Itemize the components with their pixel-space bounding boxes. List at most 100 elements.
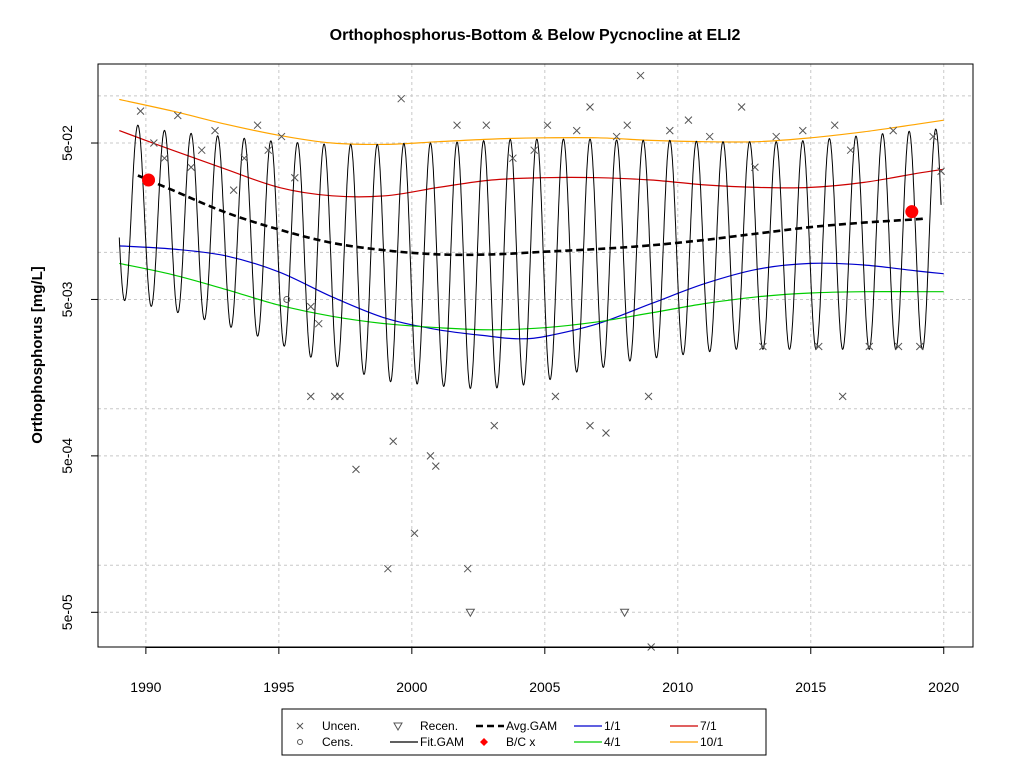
cross-stroke xyxy=(865,342,874,351)
legend-item-b-c-x: B/C x xyxy=(480,735,535,749)
series-layer xyxy=(118,98,944,390)
legend-item-avg-gam: Avg.GAM xyxy=(476,719,557,733)
cross-stroke xyxy=(586,103,594,111)
legend-label: 7/1 xyxy=(700,719,717,733)
legend-label: 4/1 xyxy=(604,735,621,749)
cross-stroke xyxy=(846,146,855,155)
censored-point xyxy=(283,295,291,303)
cross-stroke xyxy=(623,121,632,130)
uncensored-point xyxy=(937,167,945,176)
uncensored-point xyxy=(187,163,195,172)
cross-stroke xyxy=(160,154,169,163)
uncensored-point xyxy=(915,342,924,351)
uncensored-point xyxy=(509,154,517,163)
legend-label: 1/1 xyxy=(604,719,621,733)
uncensored-point xyxy=(290,173,299,182)
uncensored-point xyxy=(636,71,645,80)
series-line-fit-gam xyxy=(118,124,942,390)
cross-stroke xyxy=(586,421,594,430)
series-line-4-1 xyxy=(119,262,944,331)
cross-stroke xyxy=(772,132,781,141)
legend-item-1-1: 1/1 xyxy=(574,719,621,733)
x-axis: 1990 1995 2000 2005 2010 2015 2020 xyxy=(130,647,960,695)
cross-stroke xyxy=(290,173,299,182)
uncensored-point xyxy=(737,103,746,111)
uncensored-point xyxy=(865,342,874,351)
cross-stroke xyxy=(684,116,693,125)
uncensored-point xyxy=(586,103,594,111)
cross-stroke xyxy=(644,392,653,401)
cross-stroke xyxy=(197,146,206,155)
uncensored-point xyxy=(384,564,392,573)
uncensored-point xyxy=(530,146,539,155)
uncensored-point xyxy=(149,139,158,147)
cross-stroke xyxy=(602,429,610,437)
uncensored-point xyxy=(314,319,323,328)
cross-stroke xyxy=(889,126,898,135)
uncensored-point xyxy=(543,121,552,130)
cross-stroke xyxy=(173,111,182,120)
cross-stroke xyxy=(490,421,499,430)
cross-stroke xyxy=(240,154,249,163)
uncensored-point xyxy=(389,437,398,446)
cross-stroke xyxy=(336,392,344,401)
uncensored-point xyxy=(830,121,839,130)
uncensored-point xyxy=(644,392,653,401)
grid-lines xyxy=(98,64,973,647)
chart-title: Orthophosphorus-Bottom & Below Pycnoclin… xyxy=(330,27,741,44)
uncensored-point xyxy=(197,146,206,155)
cross-stroke xyxy=(915,342,924,351)
cross-stroke xyxy=(277,132,286,141)
uncensored-point xyxy=(410,529,419,538)
legend-cross-icon xyxy=(296,722,304,730)
cross-stroke xyxy=(352,465,360,474)
uncensored-point xyxy=(352,465,360,474)
cross-stroke xyxy=(798,126,807,135)
uncensored-point xyxy=(397,94,406,103)
legend-item-10-1: 10/1 xyxy=(670,735,724,749)
cross-stroke xyxy=(397,94,406,103)
uncensored-point xyxy=(431,462,440,470)
uncensored-point xyxy=(772,132,781,141)
uncensored-point xyxy=(277,132,286,141)
y-axis-label: Orthophosphorus [mg/L] xyxy=(29,266,46,443)
uncensored-point xyxy=(306,392,315,401)
legend-item-4-1: 4/1 xyxy=(574,735,621,749)
cross-stroke xyxy=(211,126,219,135)
uncensored-point xyxy=(306,302,315,311)
uncensored-point xyxy=(889,126,898,135)
series-line-7-1 xyxy=(119,130,944,198)
y-tick-label: 5e-03 xyxy=(59,281,75,317)
uncensored-point xyxy=(229,186,238,194)
legend-box xyxy=(281,708,767,756)
legend-item-7-1: 7/1 xyxy=(670,719,717,733)
cross-stroke xyxy=(665,126,674,135)
cross-stroke xyxy=(410,529,419,538)
cross-stroke xyxy=(830,121,839,130)
uncensored-point xyxy=(336,392,344,401)
cross-stroke xyxy=(937,167,945,176)
uncensored-point xyxy=(759,342,767,351)
bc-point xyxy=(905,205,919,219)
y-tick-label: 5e-05 xyxy=(59,594,75,630)
legend-label: Avg.GAM xyxy=(506,719,557,733)
uncensored-point xyxy=(482,121,491,130)
cross-stroke xyxy=(737,103,746,111)
uncensored-point xyxy=(240,154,249,163)
cross-stroke xyxy=(187,163,195,172)
uncensored-point xyxy=(846,146,855,155)
x-tick-label: 1990 xyxy=(130,679,161,695)
uncensored-point xyxy=(838,392,847,401)
cross-stroke xyxy=(636,71,645,80)
points-layer xyxy=(136,71,945,651)
legend-label: B/C x xyxy=(506,735,535,749)
cross-stroke xyxy=(530,146,539,155)
uncensored-point xyxy=(490,421,499,430)
uncensored-point xyxy=(665,126,674,135)
uncensored-point xyxy=(751,163,759,172)
legend-item-cens-: Cens. xyxy=(297,735,353,749)
bc-point xyxy=(142,173,156,187)
uncensored-point xyxy=(814,342,823,351)
uncensored-point xyxy=(551,392,560,401)
